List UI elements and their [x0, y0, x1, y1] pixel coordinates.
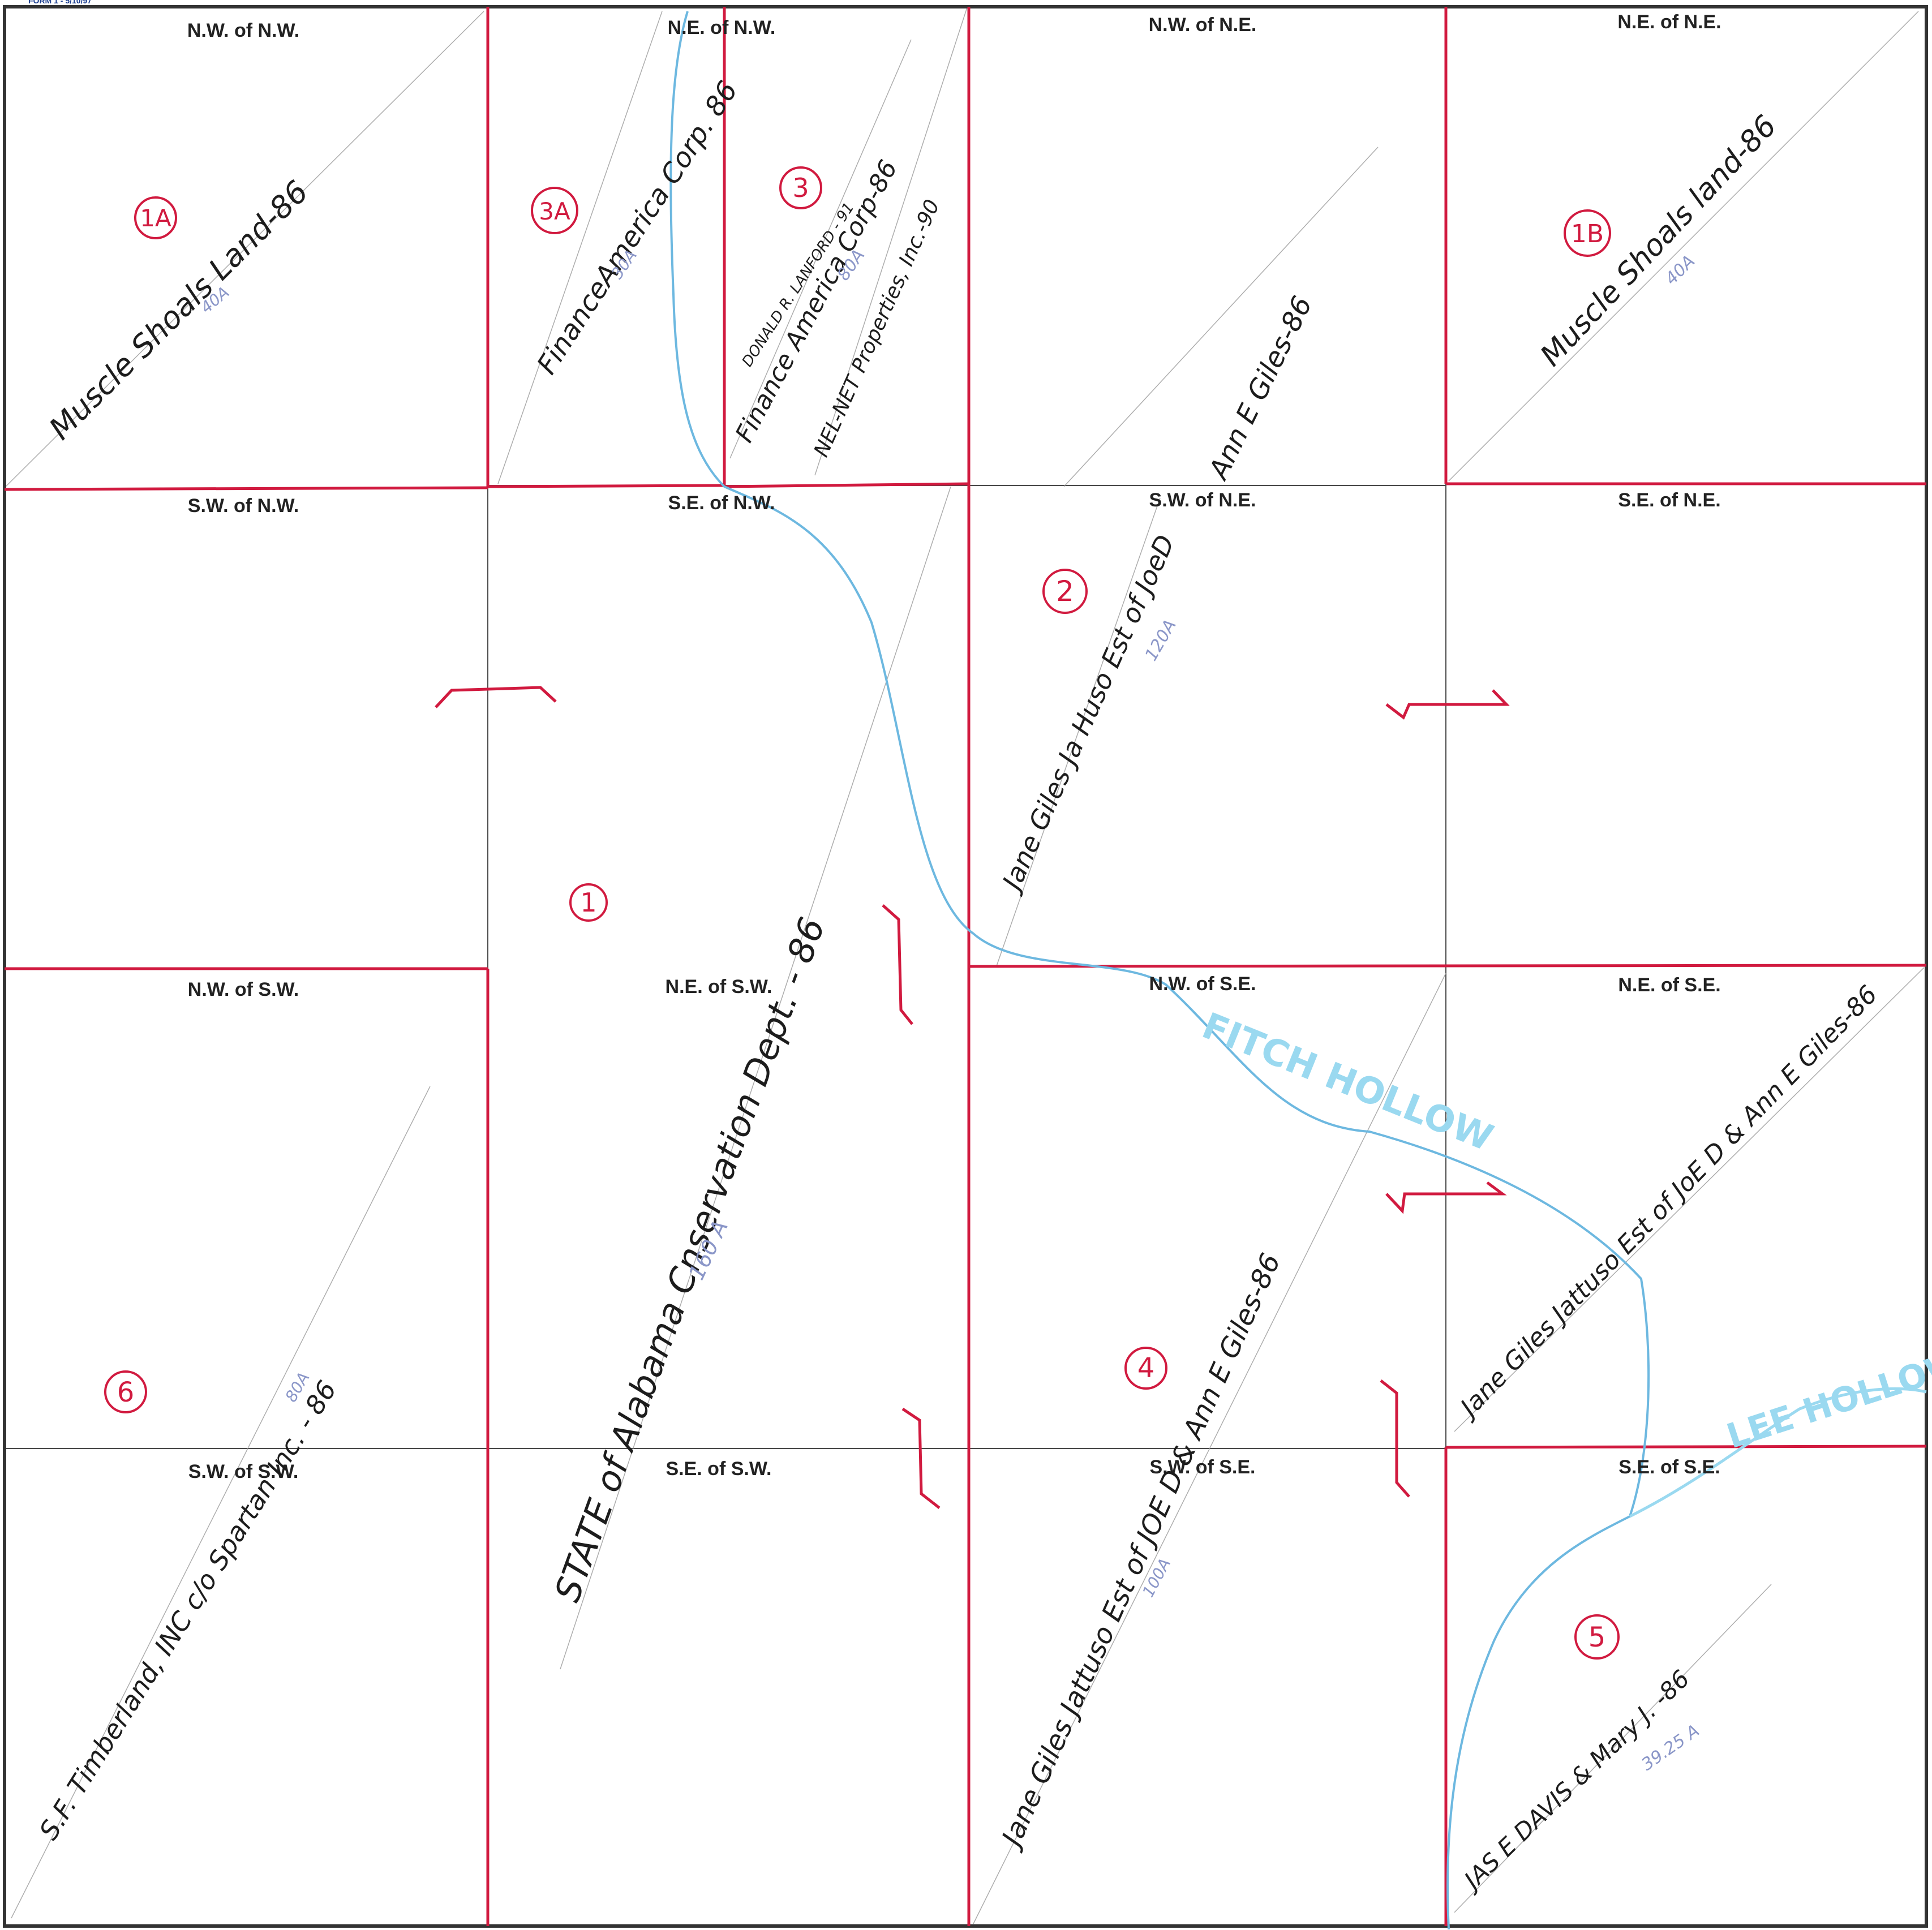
text-guide-lines [5, 5, 1925, 1924]
quarter-sw-nw: S.W. of N.W. [188, 495, 299, 517]
parcel-6: 6 [117, 1377, 135, 1408]
owner-jane-giles-ne: Jane Giles Ja Huso Est of JoeD [994, 530, 1180, 897]
parcel-1b-circle [1564, 209, 1611, 257]
acreage-1b: 40A [1661, 251, 1699, 289]
creek [669, 11, 1927, 1930]
owner-giles-est-se: Jane Giles Jattuso Est of JOE D & Ann E … [994, 1249, 1287, 1854]
connector-marks [435, 686, 1510, 1509]
form-header: FORM 1 - 5/10/97 [28, 0, 92, 5]
quarter-ne-nw: N.E. of N.W. [668, 17, 776, 38]
quarter-ne-sw: N.E. of S.W. [666, 976, 772, 998]
owner-jas-davis: JAS E DAVIS & Mary J. -86 [1456, 1665, 1695, 1897]
connector-mark [1385, 689, 1510, 720]
parcel-1a-circle [134, 196, 177, 239]
parcel-3a-circle [531, 187, 578, 234]
connector-mark [1380, 1379, 1410, 1498]
quarter-sw-sw: S.W. of S.W. [188, 1461, 299, 1482]
quarter-se-ne: S.E. of N.E. [1618, 489, 1720, 511]
parcel-5-circle [1574, 1614, 1620, 1660]
parcel-3-circle [779, 166, 822, 209]
connector-mark [901, 1407, 941, 1509]
quarter-se-se: S.E. of S.E. [1618, 1456, 1720, 1478]
acreage-notes: 40A 30A 80A 40A 120A 160 A 80A 100A 39.2… [197, 246, 1703, 1774]
parcel-1a: 1A [140, 204, 171, 232]
quarter-nw-ne: N.W. of N.E. [1149, 14, 1257, 36]
parcel-1-circle [569, 883, 608, 922]
quarter-ne-ne: N.E. of N.E. [1617, 11, 1721, 33]
ownership-boundaries [3, 5, 1928, 1928]
lee-hollow-label: LEE HOLLOW [1722, 1343, 1932, 1457]
parcel-4-circle [1124, 1347, 1167, 1390]
parcel-numbers [104, 166, 1620, 1660]
quarter-ne-se: N.E. of S.E. [1618, 974, 1720, 996]
connector-mark [882, 904, 913, 1025]
owner-muscle-shoals-nw: Muscle Shoals Land-86 [42, 174, 315, 446]
fitch-hollow-label: FITCH HOLLOW [1196, 1005, 1499, 1159]
quarter-sw-se: S.W. of S.E. [1149, 1456, 1255, 1478]
connector-mark [1385, 1181, 1507, 1214]
parcel-3: 3 [792, 173, 809, 203]
connector-mark [435, 686, 557, 708]
quarter-nw-se: N.W. of S.E. [1149, 973, 1256, 995]
owner-giles-est-ne-se: Jane Giles Jattuso Est of JoE D & Ann E … [1452, 980, 1883, 1425]
parcel-1: 1 [580, 887, 596, 918]
quarter-nw-nw: N.W. of N.W. [187, 20, 299, 41]
parcel-2: 2 [1056, 575, 1074, 608]
parcel-5: 5 [1588, 1622, 1606, 1653]
owner-timberland: S.F. Timberland, INC c/o Spartan Inc. - … [33, 1375, 343, 1845]
parcel-4: 4 [1137, 1352, 1155, 1384]
quarter-labels: N.W. of N.W. N.E. of N.W. N.W. of N.E. N… [187, 11, 1721, 1482]
parcel-6-circle [104, 1370, 147, 1413]
acreage-2: 120A [1141, 616, 1180, 664]
owner-finance-america-west: FinanceAmerica Corp. 86 [531, 76, 744, 380]
parcel-number-labels: 1A 3A 3 1B 2 1 4 5 6 [117, 173, 1606, 1653]
parcel-1b: 1B [1571, 220, 1604, 248]
quarter-sw-ne: S.W. of N.E. [1149, 489, 1256, 511]
quarter-se-sw: S.E. of S.W. [666, 1458, 771, 1480]
parcel-2-circle [1042, 569, 1088, 614]
parcel-3a: 3A [539, 197, 570, 225]
owner-ann-giles-upper: Ann E Giles-86 [1202, 291, 1319, 485]
quarter-se-nw: S.E. of N.W. [668, 492, 775, 514]
quarter-nw-sw: N.W. of S.W. [188, 979, 299, 1000]
